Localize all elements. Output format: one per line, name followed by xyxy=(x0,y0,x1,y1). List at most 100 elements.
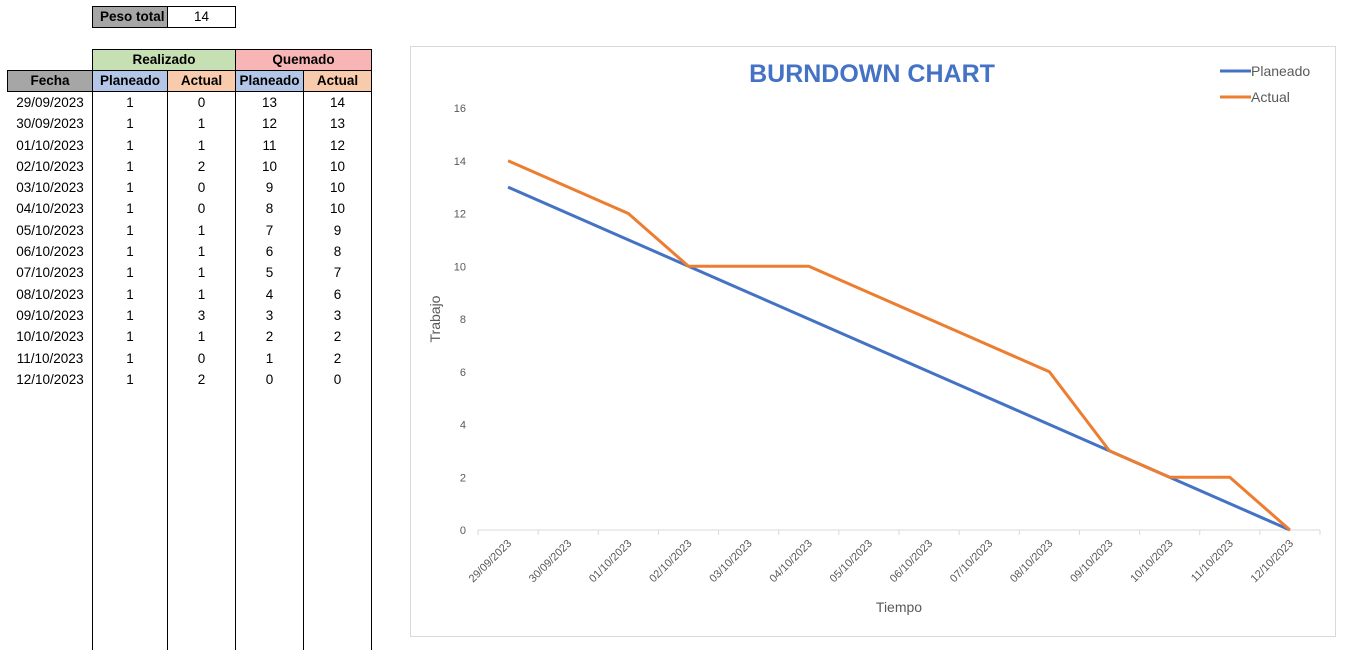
realizado-planeado-cell[interactable]: 1 xyxy=(126,307,134,323)
quemado-actual-cell[interactable]: 13 xyxy=(329,116,346,132)
quemado-planeado-cell[interactable]: 13 xyxy=(261,95,278,110)
realizado-actual-cell[interactable]: 0 xyxy=(197,201,206,217)
quemado-actual-cell[interactable]: 14 xyxy=(329,95,346,110)
quemado-actual-cell[interactable]: 10 xyxy=(329,201,346,217)
fecha-cell[interactable]: 07/10/2023 xyxy=(16,265,84,281)
y-tick-label: 8 xyxy=(460,314,466,326)
x-tick-label: 09/10/2023 xyxy=(1068,538,1115,585)
chart-area[interactable] xyxy=(410,46,1336,637)
realizado-planeado-cell[interactable]: 1 xyxy=(126,286,134,302)
table-row: 10/10/2023 1 1 2 2 xyxy=(0,326,380,347)
realizado-actual-cell[interactable]: 1 xyxy=(197,265,206,281)
table-row: 29/09/2023 1 0 13 14 xyxy=(0,92,380,113)
x-tick-label: 04/10/2023 xyxy=(767,538,814,585)
table-row: 09/10/2023 1 3 3 3 xyxy=(0,305,380,326)
x-tick-label: 07/10/2023 xyxy=(948,538,995,585)
x-tick-label: 11/10/2023 xyxy=(1189,538,1236,585)
quemado-planeado-cell[interactable]: 0 xyxy=(265,371,274,387)
y-tick-label: 6 xyxy=(460,367,466,379)
x-tick-label: 03/10/2023 xyxy=(707,538,754,585)
quemado-planeado-cell[interactable]: 11 xyxy=(262,137,277,153)
quemado-planeado-cell[interactable]: 10 xyxy=(261,158,278,174)
fecha-cell[interactable]: 30/09/2023 xyxy=(16,116,84,132)
y-tick-label: 16 xyxy=(454,103,466,115)
quemado-planeado-cell[interactable]: 2 xyxy=(265,329,274,345)
x-tick-label: 30/09/2023 xyxy=(527,538,574,585)
realizado-actual-cell[interactable]: 1 xyxy=(197,329,206,345)
column-divider xyxy=(92,91,93,650)
realizado-planeado-cell[interactable]: 1 xyxy=(126,158,134,174)
chart-title: BURNDOWN CHART xyxy=(749,60,995,88)
quemado-planeado-cell[interactable]: 5 xyxy=(265,265,274,281)
quemado-actual-cell[interactable]: 10 xyxy=(329,158,346,174)
realizado-actual-cell[interactable]: 2 xyxy=(197,158,206,174)
fecha-cell[interactable]: 11/10/2023 xyxy=(16,350,84,366)
column-divider xyxy=(167,91,168,650)
realizado-actual-cell[interactable]: 3 xyxy=(197,307,206,323)
y-tick-label: 10 xyxy=(454,261,466,273)
quemado-planeado-cell[interactable]: 7 xyxy=(265,222,274,238)
table-row: 02/10/2023 1 2 10 10 xyxy=(0,156,380,177)
quemado-planeado-cell[interactable]: 4 xyxy=(265,286,274,302)
realizado-planeado-cell[interactable]: 1 xyxy=(126,265,134,281)
quemado-planeado-cell[interactable]: 8 xyxy=(265,201,274,217)
realizado-planeado-cell[interactable]: 1 xyxy=(126,371,134,387)
quemado-actual-cell[interactable]: 9 xyxy=(333,222,342,238)
quemado-actual-cell[interactable]: 0 xyxy=(333,371,342,387)
realizado-actual-cell[interactable]: 1 xyxy=(197,286,206,302)
fecha-cell[interactable]: 10/10/2023 xyxy=(16,329,84,345)
realizado-planeado-cell[interactable]: 1 xyxy=(126,137,134,153)
realizado-planeado-cell[interactable]: 1 xyxy=(126,329,134,345)
table-row: 08/10/2023 1 1 4 6 xyxy=(0,284,380,305)
realizado-actual-cell[interactable]: 1 xyxy=(197,244,206,260)
fecha-cell[interactable]: 02/10/2023 xyxy=(16,158,84,174)
x-tick-label: 12/10/2023 xyxy=(1249,538,1296,585)
fecha-cell[interactable]: 03/10/2023 xyxy=(16,180,84,196)
realizado-planeado-cell[interactable]: 1 xyxy=(126,116,134,132)
realizado-actual-cell[interactable]: 0 xyxy=(197,95,206,110)
x-tick-label: 01/10/2023 xyxy=(587,538,634,585)
fecha-cell[interactable]: 12/10/2023 xyxy=(16,371,84,387)
table-row: 30/09/2023 1 1 12 13 xyxy=(0,113,380,134)
realizado-planeado-cell[interactable]: 1 xyxy=(126,222,134,238)
quemado-actual-cell[interactable]: 2 xyxy=(333,350,342,366)
fecha-cell[interactable]: 29/09/2023 xyxy=(16,95,84,110)
fecha-cell[interactable]: 01/10/2023 xyxy=(16,137,84,153)
quemado-planeado-cell[interactable]: 12 xyxy=(261,116,278,132)
quemado-planeado-cell[interactable]: 6 xyxy=(265,244,274,260)
realizado-planeado-cell[interactable]: 1 xyxy=(126,95,134,110)
realizado-planeado-cell[interactable]: 1 xyxy=(126,201,134,217)
quemado-actual-cell[interactable]: 3 xyxy=(333,307,342,323)
quemado-planeado-cell[interactable]: 3 xyxy=(265,307,274,323)
realizado-actual-cell[interactable]: 1 xyxy=(197,222,206,238)
chart-legend: Planeado Actual xyxy=(1220,63,1310,105)
quemado-actual-cell[interactable]: 2 xyxy=(333,329,342,345)
y-tick-label: 0 xyxy=(460,525,466,537)
column-header-quemado-planeado: Planeado xyxy=(235,70,304,92)
quemado-actual-cell[interactable]: 8 xyxy=(333,244,342,260)
fecha-cell[interactable]: 09/10/2023 xyxy=(16,307,84,323)
table-row: 11/10/2023 1 0 1 2 xyxy=(0,348,380,369)
quemado-actual-cell[interactable]: 10 xyxy=(329,180,346,196)
x-axis-title: Tiempo xyxy=(876,599,922,615)
realizado-actual-cell[interactable]: 0 xyxy=(197,350,206,366)
realizado-planeado-cell[interactable]: 1 xyxy=(126,244,134,260)
y-axis: 0 2 4 6 8 10 12 14 16 xyxy=(454,103,466,537)
realizado-actual-cell[interactable]: 0 xyxy=(197,180,206,196)
quemado-actual-cell[interactable]: 7 xyxy=(333,265,342,281)
quemado-planeado-cell[interactable]: 1 xyxy=(265,350,274,366)
quemado-planeado-cell[interactable]: 9 xyxy=(265,180,274,196)
fecha-cell[interactable]: 04/10/2023 xyxy=(16,201,84,217)
data-table-body: 29/09/2023 1 0 13 14 30/09/2023 1 1 12 13 01/10/20… xyxy=(0,92,380,390)
realizado-planeado-cell[interactable]: 1 xyxy=(126,180,134,196)
fecha-cell[interactable]: 06/10/2023 xyxy=(16,244,84,260)
realizado-actual-cell[interactable]: 1 xyxy=(197,116,206,132)
fecha-cell[interactable]: 05/10/2023 xyxy=(16,222,84,238)
peso-total-value[interactable]: 14 xyxy=(167,6,236,28)
realizado-planeado-cell[interactable]: 1 xyxy=(126,350,134,366)
fecha-cell[interactable]: 08/10/2023 xyxy=(16,286,84,302)
realizado-actual-cell[interactable]: 2 xyxy=(197,371,206,387)
realizado-actual-cell[interactable]: 1 xyxy=(197,137,206,153)
quemado-actual-cell[interactable]: 12 xyxy=(329,137,346,153)
quemado-actual-cell[interactable]: 6 xyxy=(333,286,342,302)
